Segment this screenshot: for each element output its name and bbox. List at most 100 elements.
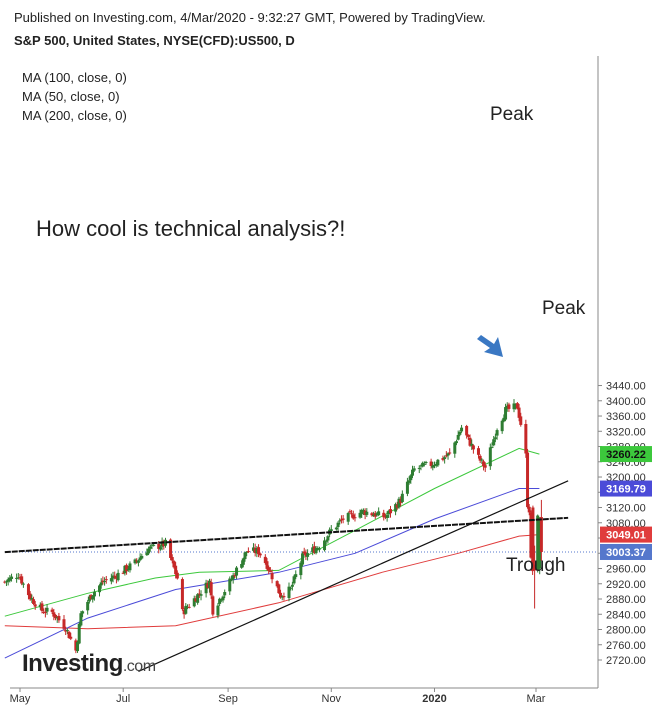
candle-body xyxy=(74,640,78,651)
candle-body xyxy=(109,578,113,582)
candle-body xyxy=(512,403,516,410)
candle-body xyxy=(417,467,421,469)
candle-body xyxy=(65,630,69,632)
candle-body xyxy=(148,546,152,549)
candle-body xyxy=(292,576,296,584)
price-label: 3049.01 xyxy=(606,530,646,542)
candle-body xyxy=(456,434,460,440)
candle-body xyxy=(370,513,374,516)
candle-body xyxy=(123,565,127,574)
candle-body xyxy=(45,607,49,612)
candle-body xyxy=(465,425,469,436)
candle-body xyxy=(294,574,298,578)
candle-body xyxy=(492,439,496,446)
candle-body xyxy=(365,511,369,515)
candle-body xyxy=(55,617,59,619)
candle-body xyxy=(57,615,61,621)
candle-body xyxy=(20,576,24,584)
price-label: 3260.22 xyxy=(606,449,646,461)
candle-body xyxy=(441,458,445,460)
candle-body xyxy=(434,464,438,466)
candle-body xyxy=(175,572,179,579)
candle-body xyxy=(397,498,401,508)
y-tick-label: 3440.00 xyxy=(606,381,646,393)
candle-body xyxy=(265,561,269,569)
candle-body xyxy=(507,404,511,409)
y-tick-label: 2920.00 xyxy=(606,579,646,591)
candle-body xyxy=(135,560,139,562)
candle-body xyxy=(480,459,484,461)
candle-body xyxy=(79,613,83,626)
candle-body xyxy=(187,606,191,608)
candle-body xyxy=(21,583,25,585)
y-tick-label: 3360.00 xyxy=(606,411,646,423)
candle-body xyxy=(405,481,409,494)
y-tick-label: 2720.00 xyxy=(606,655,646,667)
candle-body xyxy=(519,416,523,425)
candle-body xyxy=(290,584,294,587)
candle-body xyxy=(33,604,37,607)
annotation-peak-top: Peak xyxy=(490,104,534,125)
ma-line-200 xyxy=(4,534,540,630)
resistance-trendline xyxy=(4,516,569,554)
candle-body xyxy=(466,435,470,437)
price-label: 3003.37 xyxy=(606,547,646,559)
y-tick-label: 3400.00 xyxy=(606,396,646,408)
candle-body xyxy=(99,582,103,586)
candle-body xyxy=(128,563,132,571)
candle-body xyxy=(500,420,504,432)
candle-body xyxy=(172,561,176,568)
candle-body xyxy=(387,510,391,515)
candle-body xyxy=(323,540,327,551)
candle-body xyxy=(314,548,318,554)
candle-body xyxy=(160,541,164,547)
candle-body xyxy=(223,592,227,596)
candle-body xyxy=(524,424,528,454)
candle-body xyxy=(103,581,107,583)
candle-body xyxy=(444,455,448,457)
price-label: 3169.79 xyxy=(606,484,646,496)
candle-body xyxy=(302,551,306,554)
candle-body xyxy=(400,493,404,503)
candle-body xyxy=(383,515,387,518)
candle-body xyxy=(514,404,518,406)
candle-body xyxy=(495,430,499,436)
symbol-title: S&P 500, United States, NYSE(CFD):US500,… xyxy=(14,33,295,48)
candle-body xyxy=(306,553,310,557)
candle-body xyxy=(443,457,447,460)
candle-body xyxy=(219,599,223,601)
y-tick-label: 2960.00 xyxy=(606,564,646,576)
candle-body xyxy=(436,459,440,466)
candle-body xyxy=(216,605,220,616)
candle-body xyxy=(169,539,173,558)
candle-body xyxy=(3,581,7,583)
candle-body xyxy=(394,504,398,512)
candle-body xyxy=(350,513,354,515)
candle-body xyxy=(504,407,508,420)
candle-body xyxy=(478,455,482,461)
candle-body xyxy=(4,581,8,583)
annotation-trough: Trough xyxy=(506,555,566,576)
y-tick-label: 2760.00 xyxy=(606,640,646,652)
x-tick-label: Sep xyxy=(218,693,238,705)
candle-body xyxy=(338,520,342,522)
candle-body xyxy=(147,548,151,554)
candle-body xyxy=(91,595,95,600)
candle-body xyxy=(87,596,91,602)
candle-body xyxy=(385,515,389,518)
candle-body xyxy=(410,469,414,476)
candle-body xyxy=(299,562,303,576)
candle-body xyxy=(6,579,10,582)
candle-body xyxy=(54,614,58,619)
candle-body xyxy=(377,511,381,516)
candle-body xyxy=(317,548,321,550)
candle-body xyxy=(395,504,399,508)
candle-body xyxy=(312,546,316,553)
candle-body xyxy=(15,577,19,579)
candle-body xyxy=(145,552,149,556)
price-label-box xyxy=(600,543,652,560)
candle-body xyxy=(26,584,30,596)
candle-body xyxy=(255,548,259,554)
candle-body xyxy=(92,591,96,597)
